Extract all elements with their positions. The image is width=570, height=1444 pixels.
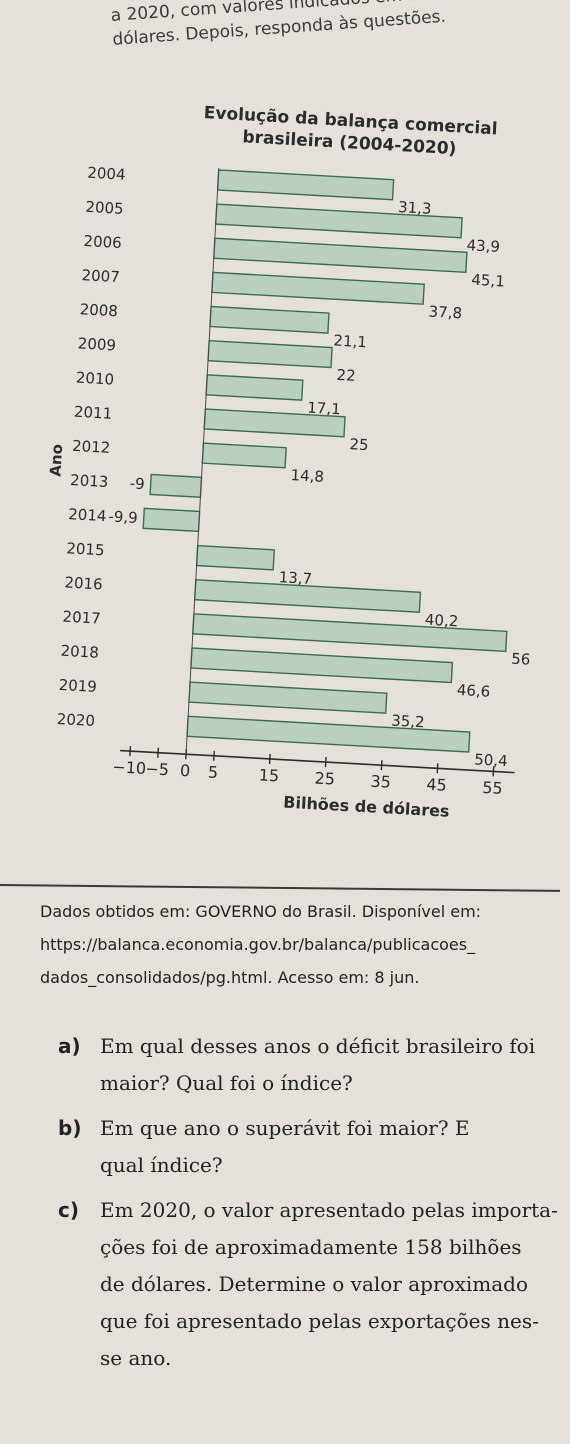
source-note: Dados obtidos em: GOVERNO do Brasil. Dis… bbox=[40, 895, 570, 994]
year-label-2017: 2017 bbox=[62, 608, 101, 628]
x-tick bbox=[129, 746, 132, 757]
value-label-2010: 17,1 bbox=[307, 398, 341, 418]
x-tick bbox=[213, 750, 215, 761]
year-label-2020: 2020 bbox=[56, 710, 95, 730]
x-axis: −10−5 0 5 15 25 35 45 55 bbox=[112, 167, 515, 798]
x-tick-label: 45 bbox=[426, 775, 447, 795]
question-letter: c) bbox=[58, 1198, 79, 1222]
question-line: que foi apresentado pelas exportações ne… bbox=[100, 1309, 539, 1333]
question-line: Em 2020, o valor apresentado pelas impor… bbox=[100, 1198, 558, 1222]
bar-2020 bbox=[186, 715, 471, 753]
bar-2012 bbox=[201, 442, 287, 469]
year-label-2018: 2018 bbox=[60, 642, 99, 662]
value-label-2018: 46,6 bbox=[456, 681, 490, 701]
year-label-2004: 2004 bbox=[87, 164, 126, 184]
questions: a) Em qual desses anos o déficit brasile… bbox=[58, 1028, 570, 1385]
bar-2015 bbox=[195, 544, 276, 571]
bar-2014 bbox=[142, 507, 201, 533]
value-label-2012: 14,8 bbox=[290, 466, 324, 486]
year-label-2019: 2019 bbox=[58, 676, 97, 696]
bar-2007 bbox=[211, 271, 425, 305]
x-tick-label: 55 bbox=[482, 778, 503, 798]
value-label-2011: 25 bbox=[349, 435, 369, 454]
value-label-2014: -9,9 bbox=[108, 507, 138, 527]
value-label-2020: 50,4 bbox=[474, 750, 508, 770]
year-label-2011: 2011 bbox=[74, 403, 113, 423]
bar-2004 bbox=[216, 169, 395, 201]
x-tick-label: −5 bbox=[145, 759, 170, 779]
trade-balance-chart: Evolução da balança comercial brasileira… bbox=[46, 103, 531, 821]
value-label-2005: 43,9 bbox=[466, 236, 500, 256]
question-letter: a) bbox=[58, 1034, 81, 1058]
question-a: a) Em qual desses anos o déficit brasile… bbox=[58, 1028, 570, 1102]
source-line: https://balanca.economia.gov.br/balanca/… bbox=[40, 935, 476, 954]
value-label-2009: 22 bbox=[336, 366, 356, 385]
year-label-2005: 2005 bbox=[85, 198, 124, 218]
bars-group: 2004 31,3 2005 43,9 2006 45,1 2007 37,8 2008 21,1… bbox=[56, 164, 531, 771]
question-line: se ano. bbox=[100, 1346, 172, 1370]
question-line: Em que ano o superávit foi maior? E bbox=[100, 1116, 470, 1140]
question-line: maior? Qual foi o índice? bbox=[100, 1071, 353, 1095]
bar-2018 bbox=[190, 647, 454, 684]
question-line: qual índice? bbox=[100, 1153, 223, 1177]
chart-root: Evolução da balança comercial brasileira… bbox=[46, 103, 531, 821]
value-label-2006: 45,1 bbox=[471, 271, 505, 291]
year-label-2006: 2006 bbox=[83, 232, 122, 252]
value-label-2016: 40,2 bbox=[424, 611, 458, 631]
x-tick-label: 15 bbox=[258, 765, 279, 785]
source-line: dados_consolidados/pg.html. Acesso em: 8… bbox=[40, 968, 420, 987]
x-tick bbox=[157, 747, 160, 758]
bar-2008 bbox=[209, 305, 330, 334]
value-label-2008: 21,1 bbox=[333, 331, 367, 351]
x-tick bbox=[380, 760, 383, 771]
value-label-2007: 37,8 bbox=[428, 303, 462, 323]
x-tick-label: 5 bbox=[207, 763, 218, 783]
value-label-2013: -9 bbox=[129, 474, 145, 493]
x-tick bbox=[324, 757, 327, 768]
year-label-2014: 2014 bbox=[68, 505, 107, 525]
question-b: b) Em que ano o superávit foi maior? E q… bbox=[58, 1110, 570, 1184]
year-label-2008: 2008 bbox=[79, 300, 118, 320]
x-tick bbox=[185, 749, 188, 760]
year-label-2007: 2007 bbox=[81, 266, 120, 286]
x-tick bbox=[436, 763, 439, 774]
question-line: de dólares. Determine o valor aproximado bbox=[100, 1272, 528, 1296]
year-label-2013: 2013 bbox=[70, 471, 109, 491]
bar-2006 bbox=[213, 237, 468, 274]
question-letter: b) bbox=[58, 1116, 82, 1140]
question-line: Em qual desses anos o déficit brasileiro… bbox=[100, 1034, 536, 1058]
intro-text: a 2020, com valores indicados em bilhões… bbox=[110, 0, 570, 52]
x-tick-label: 0 bbox=[180, 761, 191, 781]
value-label-2017: 56 bbox=[511, 650, 531, 669]
x-tick bbox=[492, 766, 495, 777]
bar-2010 bbox=[205, 374, 304, 401]
value-label-2004: 31,3 bbox=[398, 198, 432, 218]
divider-line bbox=[0, 884, 560, 892]
y-axis-title: Ano bbox=[46, 444, 66, 478]
zero-line bbox=[185, 167, 220, 755]
question-c: c) Em 2020, o valor apresentado pelas im… bbox=[58, 1192, 570, 1377]
value-label-2019: 35,2 bbox=[391, 711, 425, 731]
year-label-2012: 2012 bbox=[72, 437, 111, 457]
x-tick-label: 35 bbox=[370, 772, 391, 792]
year-label-2016: 2016 bbox=[64, 573, 103, 593]
value-label-2015: 13,7 bbox=[278, 568, 312, 588]
year-label-2010: 2010 bbox=[75, 369, 114, 389]
x-tick-label: −10 bbox=[112, 757, 147, 778]
question-line: ções foi de aproximadamente 158 bilhões bbox=[100, 1235, 522, 1259]
year-label-2015: 2015 bbox=[66, 539, 105, 559]
x-axis-title: Bilhões de dólares bbox=[283, 793, 450, 821]
x-tick bbox=[268, 753, 271, 764]
bar-2019 bbox=[188, 681, 388, 714]
year-label-2009: 2009 bbox=[77, 334, 116, 354]
source-line: Dados obtidos em: GOVERNO do Brasil. Dis… bbox=[40, 902, 482, 921]
bar-2013 bbox=[149, 473, 203, 498]
x-tick-label: 25 bbox=[314, 768, 335, 788]
bar-2017 bbox=[192, 613, 508, 653]
bar-2009 bbox=[207, 339, 333, 369]
